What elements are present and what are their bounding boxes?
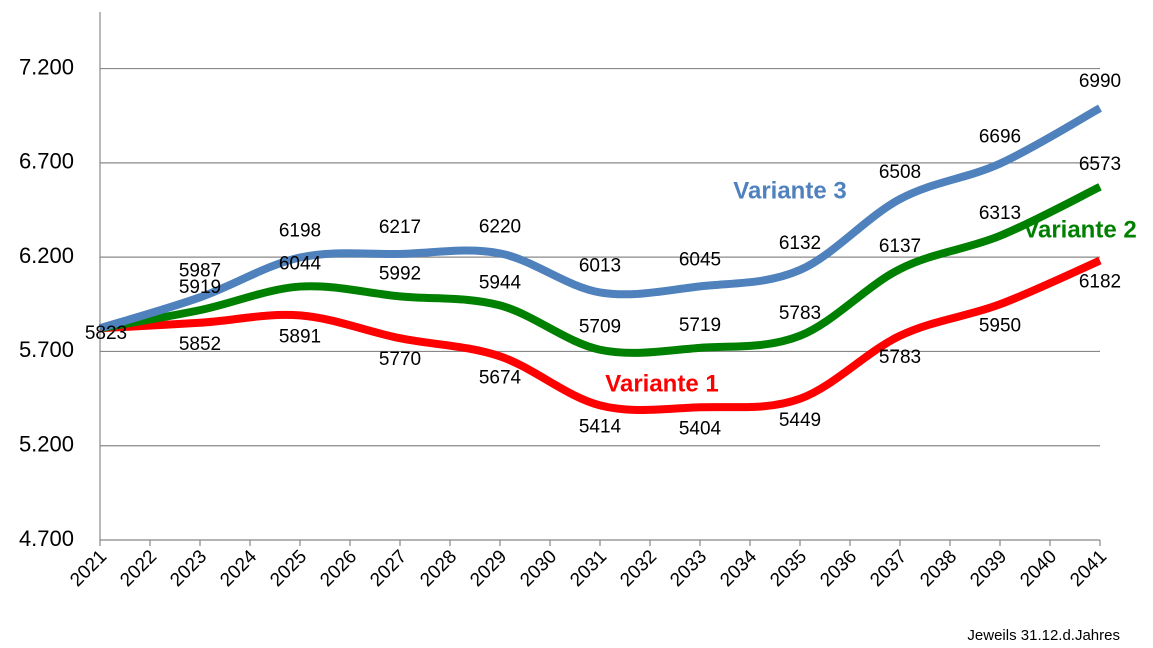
x-tick-label: 2022 [116,546,161,591]
x-tick-label: 2029 [466,546,511,591]
data-label: 6313 [979,203,1021,224]
data-label: 6137 [879,236,921,257]
x-tick-label: 2040 [1016,546,1061,591]
x-tick-label: 2037 [866,546,911,591]
x-tick-label: 2033 [666,546,711,591]
x-tick-label: 2036 [816,546,861,591]
series-name: Variante 1 [605,370,718,397]
y-tick-label: 6.200 [19,243,74,268]
data-label: 5719 [679,315,721,336]
y-tick-label: 6.700 [19,149,74,174]
series-name: Variante 2 [1023,216,1136,243]
data-label: 5944 [479,272,522,293]
data-label: 5709 [579,317,621,338]
data-label: 5987 [179,260,221,281]
data-label: 5783 [779,303,821,324]
x-tick-label: 2026 [316,546,361,591]
x-tick-label: 2028 [416,546,461,591]
data-label: 6508 [879,162,921,183]
x-tick-label: 2041 [1066,546,1111,591]
data-label: 5852 [179,334,221,355]
x-tick-label: 2021 [66,546,111,591]
data-label: 6990 [1079,71,1121,92]
data-label: 5770 [379,349,421,370]
series-line [99,256,1102,414]
y-tick-label: 4.700 [19,526,74,551]
data-label: 5823 [85,323,127,344]
data-label: 5404 [679,418,722,439]
data-label: 6217 [379,217,421,238]
data-label: 5992 [379,263,421,284]
y-tick-label: 7.200 [19,54,74,79]
x-tick-label: 2030 [516,546,561,591]
data-label: 6220 [479,216,521,237]
data-label: 5919 [179,277,221,298]
data-label: 5783 [879,347,921,368]
data-label: 5674 [479,367,522,388]
x-tick-label: 2035 [766,546,811,591]
data-label: 5950 [979,315,1021,336]
data-label: 5449 [779,410,821,431]
data-label: 6696 [979,127,1021,148]
series-name: Variante 3 [733,177,846,204]
x-tick-label: 2031 [566,546,611,591]
x-tick-label: 2039 [966,546,1011,591]
x-tick-label: 2027 [366,546,411,591]
x-tick-label: 2034 [716,546,761,591]
data-label: 6132 [779,233,821,254]
data-label: 6573 [1079,154,1121,175]
series-line [99,183,1102,357]
data-label: 6045 [679,249,721,270]
y-tick-label: 5.700 [19,337,74,362]
data-label: 5414 [579,416,622,437]
data-label: 6198 [279,221,321,242]
x-tick-label: 2024 [216,546,261,591]
x-tick-label: 2032 [616,546,661,591]
y-tick-label: 5.200 [19,432,74,457]
data-label: 5891 [279,326,321,347]
data-label: 6182 [1079,272,1121,293]
data-label: 6013 [579,255,621,276]
x-tick-label: 2025 [266,546,311,591]
footnote: Jeweils 31.12.d.Jahres [967,627,1120,644]
series-line [98,104,1102,333]
x-tick-label: 2038 [916,546,961,591]
x-tick-label: 2023 [166,546,211,591]
data-label: 6044 [279,254,322,275]
